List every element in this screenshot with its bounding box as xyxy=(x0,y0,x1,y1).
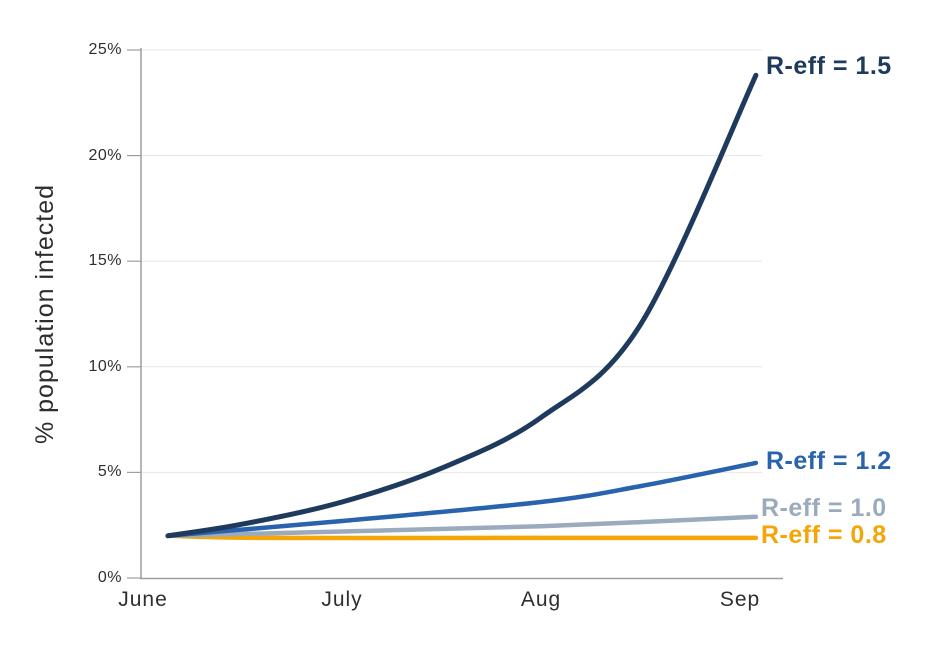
series-line-1.0 xyxy=(165,514,759,539)
y-tick-label-25pct: 25% xyxy=(88,41,122,58)
series-label-1.5: R-eff = 1.5 xyxy=(766,52,892,81)
y-tick-label-15pct: 15% xyxy=(88,252,122,270)
series-label-1.2: R-eff = 1.2 xyxy=(766,446,892,475)
x-tick-label-aug: Aug xyxy=(520,588,562,611)
y-tick-label-5pct: 5% xyxy=(97,463,122,481)
series-label-1.0: R-eff = 1.0 xyxy=(761,493,887,522)
y-tick-label-0pct: 0% xyxy=(97,569,122,586)
y-axis-title: % population infected xyxy=(31,183,59,445)
x-tick-label-sep: Sep xyxy=(719,588,761,611)
y-tick-label-10pct: 10% xyxy=(88,357,122,375)
series-line-1.2 xyxy=(165,460,759,539)
series-label-0.8: R-eff = 0.8 xyxy=(761,520,887,549)
series-line-1.5 xyxy=(165,72,759,539)
x-tick-label-july: July xyxy=(321,588,363,611)
x-tick-label-june: June xyxy=(118,588,168,611)
y-tick-label-20pct: 20% xyxy=(88,146,122,164)
series-line-0.8 xyxy=(165,533,759,541)
